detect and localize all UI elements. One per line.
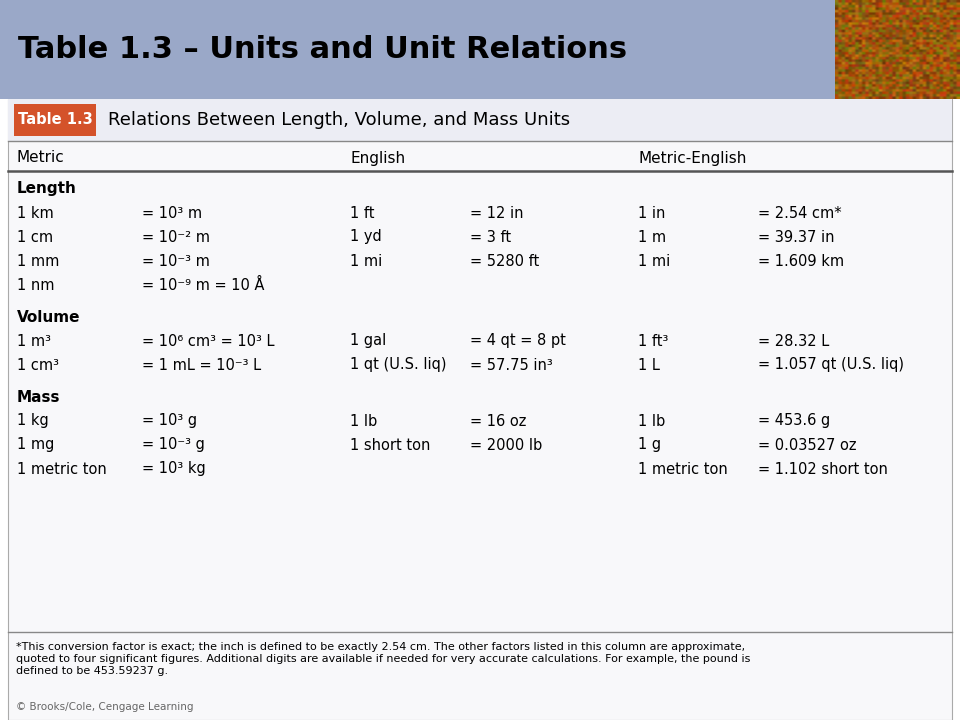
Text: 1 metric ton: 1 metric ton — [17, 462, 107, 477]
Text: = 10³ m: = 10³ m — [142, 205, 203, 220]
Text: 1 m³: 1 m³ — [17, 333, 51, 348]
Text: = 1 mL = 10⁻³ L: = 1 mL = 10⁻³ L — [142, 358, 261, 372]
Text: Mass: Mass — [17, 390, 60, 405]
Text: Length: Length — [17, 181, 77, 197]
Text: Table 1.3: Table 1.3 — [17, 112, 92, 127]
Text: Table 1.3 – Units and Unit Relations: Table 1.3 – Units and Unit Relations — [18, 35, 627, 64]
Text: 1 mi: 1 mi — [350, 253, 382, 269]
Text: 1 short ton: 1 short ton — [350, 438, 430, 452]
Text: 1 ft³: 1 ft³ — [638, 333, 668, 348]
Text: = 2.54 cm*: = 2.54 cm* — [758, 205, 842, 220]
Text: 1 cm: 1 cm — [17, 230, 53, 245]
Text: 1 cm³: 1 cm³ — [17, 358, 59, 372]
Text: *This conversion factor is exact; the inch is defined to be exactly 2.54 cm. The: *This conversion factor is exact; the in… — [16, 642, 745, 652]
Text: 1 m: 1 m — [638, 230, 666, 245]
Text: 1 in: 1 in — [638, 205, 665, 220]
Text: = 10³ g: = 10³ g — [142, 413, 197, 428]
Text: = 1.057 qt (U.S. liq): = 1.057 qt (U.S. liq) — [758, 358, 904, 372]
Text: English: English — [350, 150, 405, 166]
Text: 1 g: 1 g — [638, 438, 661, 452]
Text: = 39.37 in: = 39.37 in — [758, 230, 834, 245]
Text: 1 kg: 1 kg — [17, 413, 49, 428]
Text: = 1.102 short ton: = 1.102 short ton — [758, 462, 888, 477]
Text: Metric-English: Metric-English — [638, 150, 746, 166]
Text: = 16 oz: = 16 oz — [470, 413, 526, 428]
Bar — [835, 0, 960, 99]
Text: 1 qt (U.S. liq): 1 qt (U.S. liq) — [350, 358, 446, 372]
Text: = 2000 lb: = 2000 lb — [470, 438, 542, 452]
Text: = 10⁶ cm³ = 10³ L: = 10⁶ cm³ = 10³ L — [142, 333, 275, 348]
Text: 1 ft: 1 ft — [350, 205, 374, 220]
Text: = 1.609 km: = 1.609 km — [758, 253, 844, 269]
Text: = 5280 ft: = 5280 ft — [470, 253, 540, 269]
Text: quoted to four significant figures. Additional digits are available if needed fo: quoted to four significant figures. Addi… — [16, 654, 751, 664]
Bar — [8, 99, 952, 141]
Text: © Brooks/Cole, Cengage Learning: © Brooks/Cole, Cengage Learning — [16, 702, 194, 712]
Text: = 12 in: = 12 in — [470, 205, 523, 220]
Text: = 10⁻³ g: = 10⁻³ g — [142, 438, 204, 452]
Text: 1 km: 1 km — [17, 205, 54, 220]
Text: = 10⁻² m: = 10⁻² m — [142, 230, 210, 245]
Text: = 3 ft: = 3 ft — [470, 230, 511, 245]
Text: 1 mm: 1 mm — [17, 253, 60, 269]
Text: = 28.32 L: = 28.32 L — [758, 333, 829, 348]
Text: = 453.6 g: = 453.6 g — [758, 413, 830, 428]
Text: = 10⁻⁹ m = 10 Å: = 10⁻⁹ m = 10 Å — [142, 277, 264, 292]
Text: 1 metric ton: 1 metric ton — [638, 462, 728, 477]
Text: 1 L: 1 L — [638, 358, 660, 372]
Text: 1 nm: 1 nm — [17, 277, 55, 292]
Text: 1 yd: 1 yd — [350, 230, 382, 245]
Bar — [0, 0, 960, 99]
Text: = 10³ kg: = 10³ kg — [142, 462, 205, 477]
Text: Volume: Volume — [17, 310, 81, 325]
Text: Relations Between Length, Volume, and Mass Units: Relations Between Length, Volume, and Ma… — [108, 111, 570, 129]
Text: 1 mi: 1 mi — [638, 253, 670, 269]
Bar — [8, 99, 952, 720]
Text: Metric: Metric — [17, 150, 64, 166]
Text: = 10⁻³ m: = 10⁻³ m — [142, 253, 210, 269]
Text: = 57.75 in³: = 57.75 in³ — [470, 358, 553, 372]
Text: 1 mg: 1 mg — [17, 438, 55, 452]
Text: 1 gal: 1 gal — [350, 333, 386, 348]
Text: = 4 qt = 8 pt: = 4 qt = 8 pt — [470, 333, 565, 348]
Text: 1 lb: 1 lb — [350, 413, 377, 428]
Text: 1 lb: 1 lb — [638, 413, 665, 428]
Text: = 0.03527 oz: = 0.03527 oz — [758, 438, 856, 452]
Text: defined to be 453.59237 g.: defined to be 453.59237 g. — [16, 666, 168, 676]
Bar — [14, 104, 96, 136]
